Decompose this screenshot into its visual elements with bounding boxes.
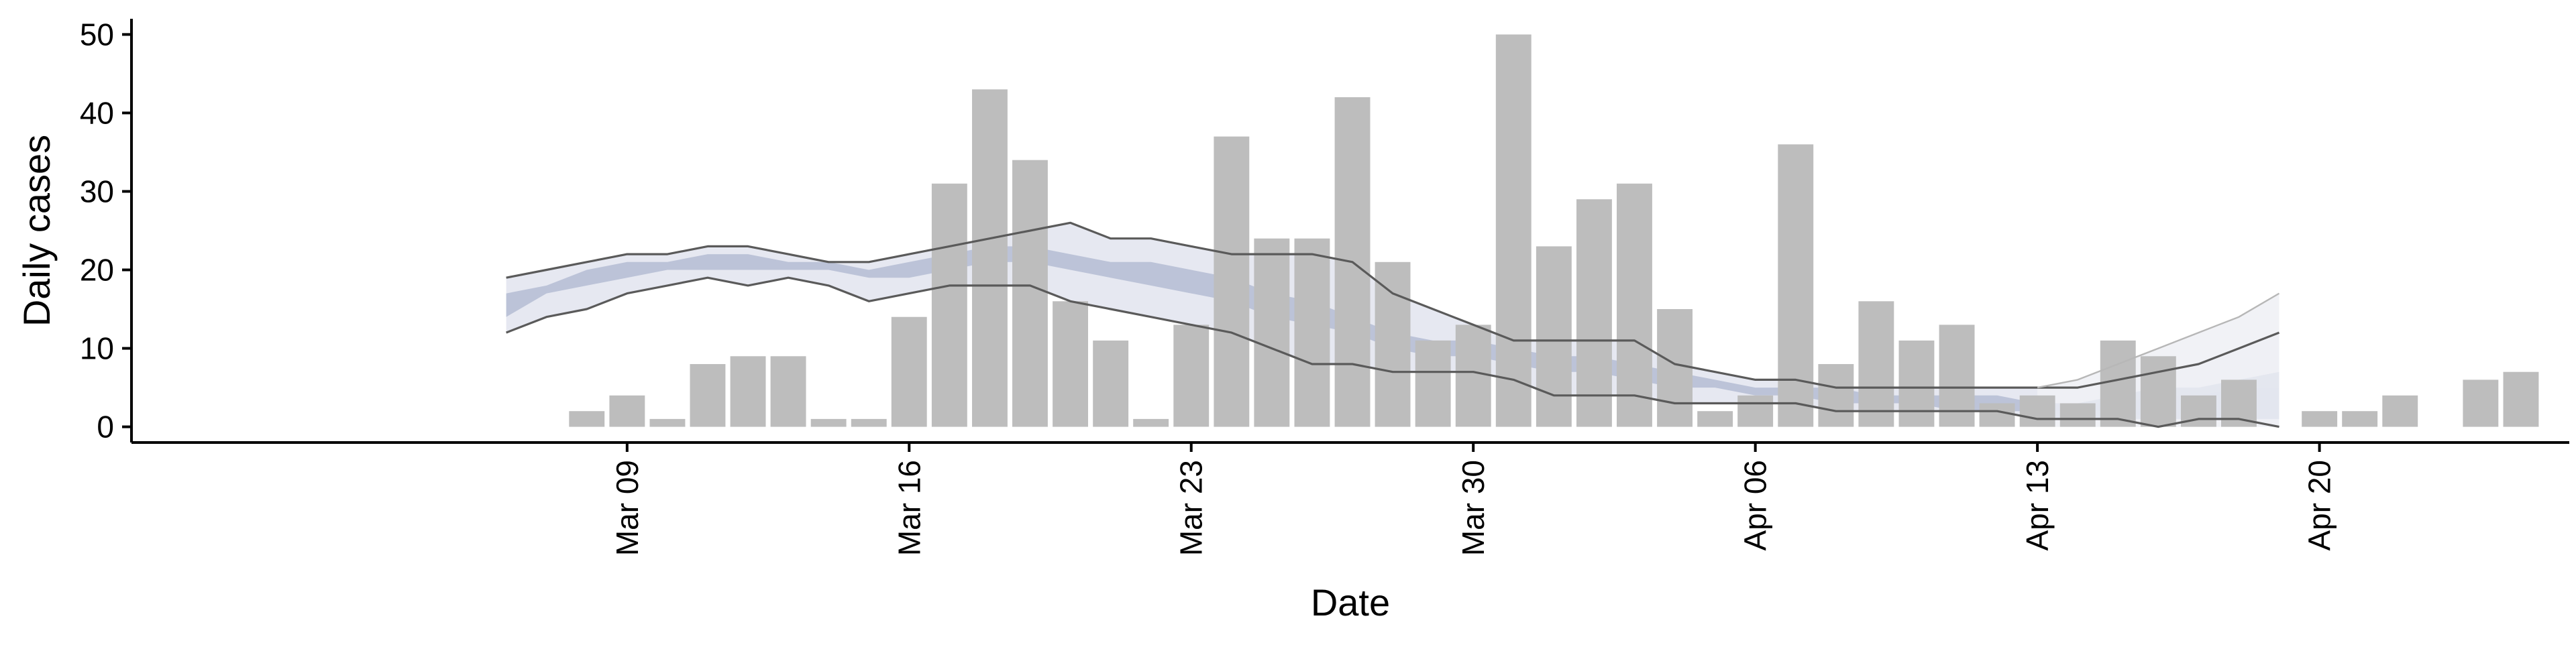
x-tick-label: Mar 30 [1456, 460, 1491, 556]
bar [1737, 395, 1774, 427]
bar [1979, 403, 2015, 427]
bar [1939, 325, 1975, 427]
bar [1254, 238, 1290, 427]
x-axis-title: Date [1311, 581, 1390, 624]
y-tick-label: 40 [80, 95, 114, 130]
bar [891, 316, 927, 427]
bar [1657, 309, 1693, 427]
bar [1133, 418, 1169, 427]
bar [1818, 364, 1854, 427]
forecast-upper-line [2037, 292, 2280, 389]
bar [1536, 246, 1572, 427]
y-tick-label: 20 [80, 253, 114, 288]
x-tick-label: Apr 20 [2302, 460, 2337, 551]
bar [2100, 340, 2136, 427]
bar [2140, 356, 2176, 427]
bar [1214, 136, 1250, 427]
bar [1012, 160, 1048, 427]
y-tick-label: 0 [97, 410, 114, 445]
bar [569, 411, 605, 427]
bar [1617, 183, 1652, 427]
bar [972, 89, 1008, 427]
y-tick-label: 10 [80, 331, 114, 366]
bar [770, 356, 806, 427]
bar [2059, 403, 2096, 427]
bar [1415, 340, 1451, 427]
lower-interval-line [506, 276, 2279, 428]
axes-layer: 0 10 20 30 40 50 Mar 09 Mar 16 Mar 23 Mar 30 Apr 0… [80, 17, 2569, 556]
y-tick-label: 30 [80, 174, 114, 209]
bar [1576, 199, 1612, 427]
bar [1173, 325, 1210, 427]
bar [2342, 411, 2378, 427]
x-tick-label: Mar 23 [1174, 460, 1209, 556]
bar [649, 418, 686, 427]
x-tick-label: Mar 09 [610, 460, 645, 556]
bar [1053, 301, 1088, 427]
upper-interval-line [506, 221, 2280, 389]
x-tick-label: Mar 16 [892, 460, 926, 556]
bar [2463, 379, 2499, 427]
bar [2302, 411, 2338, 427]
bar [2503, 371, 2539, 427]
bar-layer [569, 34, 2539, 427]
line-layer [506, 221, 2280, 428]
bar [810, 418, 847, 427]
bar [1858, 301, 1894, 427]
bar [2019, 395, 2055, 427]
y-tick-label: 50 [80, 17, 114, 52]
bar [1294, 238, 1330, 427]
bar [2382, 395, 2418, 427]
bar [1093, 340, 1129, 427]
bar [609, 395, 645, 427]
x-tick-label: Apr 06 [1738, 460, 1773, 551]
x-tick-label: Apr 13 [2020, 460, 2055, 551]
bar [1375, 261, 1411, 427]
bar [931, 183, 967, 427]
bar [851, 418, 887, 427]
y-axis-title: Daily cases [15, 135, 58, 327]
bar [1495, 34, 1532, 427]
bar [730, 356, 766, 427]
bar [690, 364, 726, 427]
bar [1697, 411, 1733, 427]
bar [1778, 144, 1814, 427]
bar [1455, 325, 1491, 427]
bar [1898, 340, 1935, 427]
